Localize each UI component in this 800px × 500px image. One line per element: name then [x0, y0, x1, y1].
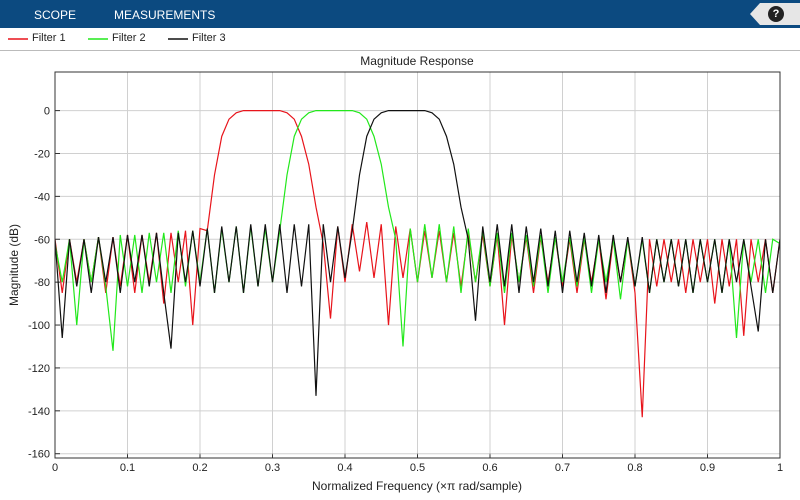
chart-title: Magnitude Response — [360, 54, 474, 68]
help-button[interactable]: ? — [750, 3, 800, 25]
y-tick-label: -40 — [34, 191, 50, 203]
legend-swatch — [8, 38, 28, 40]
tab[interactable]: SCOPE — [34, 8, 77, 22]
legend-label: Filter 2 — [112, 32, 146, 44]
y-axis-label: Magnitude (dB) — [7, 224, 21, 306]
plot-area — [54, 71, 781, 459]
x-tick-label: 0.4 — [337, 462, 352, 474]
x-tick-label: 0.3 — [265, 462, 280, 474]
y-tick-label: -140 — [28, 406, 50, 418]
x-tick-label: 0 — [52, 462, 58, 474]
legend-label: Filter 1 — [32, 32, 66, 44]
legend-swatch — [88, 38, 108, 40]
y-tick-label: 0 — [44, 106, 50, 118]
y-tick-label: -80 — [34, 277, 50, 289]
x-axis-label: Normalized Frequency (×π rad/sample) — [312, 479, 522, 493]
y-tick-label: -120 — [28, 363, 50, 375]
legend-swatch — [168, 38, 188, 40]
y-tick-label: -20 — [34, 148, 50, 160]
toolstrip: SCOPE MEASUREMENTS ? — [0, 0, 800, 28]
help-icon[interactable]: ? — [768, 6, 784, 22]
x-tick-label: 0.1 — [120, 462, 135, 474]
y-tick-label: -60 — [34, 234, 50, 246]
tab[interactable]: MEASUREMENTS — [114, 8, 216, 22]
x-tick-label: 0.9 — [700, 462, 715, 474]
x-tick-label: 1 — [777, 462, 783, 474]
x-tick-label: 0.2 — [192, 462, 207, 474]
series-group — [55, 110, 780, 418]
x-tick-label: 0.7 — [555, 462, 570, 474]
x-tick-label: 0.8 — [627, 462, 642, 474]
legend: Filter 1 Filter 2 Filter 3 — [0, 28, 800, 51]
y-tick-label: -100 — [28, 320, 50, 332]
legend-label: Filter 3 — [192, 32, 226, 44]
x-tick-label: 0.6 — [482, 462, 497, 474]
series-line — [55, 110, 780, 396]
y-tick-label: -160 — [28, 449, 50, 461]
x-tick-label: 0.5 — [410, 462, 425, 474]
